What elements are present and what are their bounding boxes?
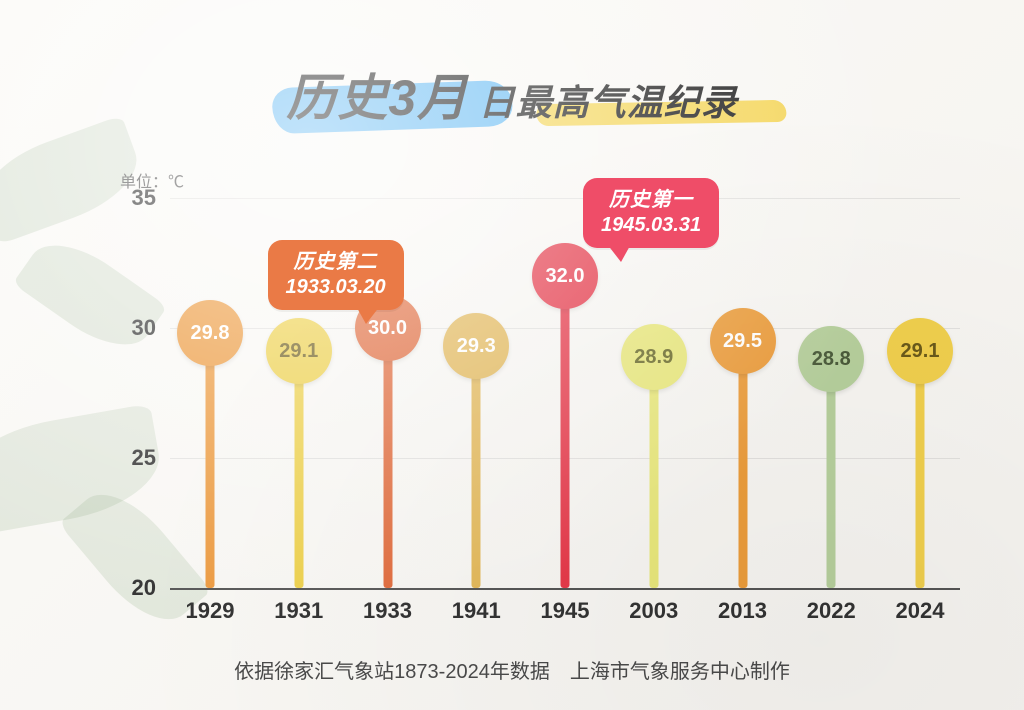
y-tick-label: 35	[132, 185, 170, 211]
lollipop-value: 29.1	[901, 341, 940, 361]
lollipop-ball: 29.1	[887, 318, 953, 384]
title-main: 历史3月	[286, 70, 468, 126]
x-tick-label: 1941	[452, 598, 501, 624]
lollipop-value: 28.8	[812, 349, 851, 369]
gridline	[170, 198, 960, 199]
y-tick-label: 20	[132, 575, 170, 601]
lollipop-chart: 2025303529.8192929.1193130.0193329.31941…	[170, 198, 960, 588]
callout-bubble: 历史第二1933.03.20	[268, 240, 404, 310]
x-tick-label: 1931	[274, 598, 323, 624]
infographic-stage: 历史3月 日最高气温纪录 单位：℃ 2025303529.8192929.119…	[0, 0, 1024, 710]
lollipop-value: 32.0	[546, 266, 585, 286]
callout-date: 1945.03.31	[601, 213, 701, 238]
lollipop-value: 29.8	[191, 323, 230, 343]
callout-date: 1933.03.20	[286, 275, 386, 300]
y-tick-label: 30	[132, 315, 170, 341]
lollipop-ball: 29.8	[177, 300, 243, 366]
x-axis-baseline	[170, 588, 960, 590]
lollipop-stem	[383, 328, 392, 588]
source-credit: 依据徐家汇气象站1873-2024年数据 上海市气象服务中心制作	[234, 655, 790, 684]
lollipop-ball: 28.8	[798, 326, 864, 392]
callout-title: 历史第一	[601, 188, 701, 213]
lollipop-stem	[472, 346, 481, 588]
callout-bubble: 历史第一1945.03.31	[583, 178, 719, 248]
lollipop-value: 28.9	[634, 347, 673, 367]
x-tick-label: 2022	[807, 598, 856, 624]
y-tick-label: 25	[132, 445, 170, 471]
lollipop-stem	[561, 276, 570, 588]
lollipop-stem	[827, 359, 836, 588]
x-tick-label: 1929	[186, 598, 235, 624]
decor-leaf	[13, 226, 168, 364]
callout-title: 历史第二	[286, 250, 386, 275]
x-tick-label: 1933	[363, 598, 412, 624]
lollipop-stem	[649, 357, 658, 588]
lollipop-ball: 32.0	[532, 243, 598, 309]
lollipop-stem	[916, 351, 925, 588]
lollipop-value: 29.5	[723, 331, 762, 351]
lollipop-stem	[294, 351, 303, 588]
x-tick-label: 2013	[718, 598, 767, 624]
x-tick-label: 2003	[629, 598, 678, 624]
lollipop-ball: 29.5	[710, 308, 776, 374]
x-tick-label: 1945	[541, 598, 590, 624]
lollipop-value: 29.3	[457, 336, 496, 356]
lollipop-ball: 29.3	[443, 313, 509, 379]
lollipop-value: 29.1	[279, 341, 318, 361]
lollipop-ball: 28.9	[621, 324, 687, 390]
lollipop-stem	[206, 333, 215, 588]
lollipop-stem	[738, 341, 747, 588]
title-block: 历史3月 日最高气温纪录	[286, 58, 737, 130]
x-tick-label: 2024	[896, 598, 945, 624]
lollipop-ball: 29.1	[266, 318, 332, 384]
title-sub: 日最高气温纪录	[479, 82, 738, 123]
